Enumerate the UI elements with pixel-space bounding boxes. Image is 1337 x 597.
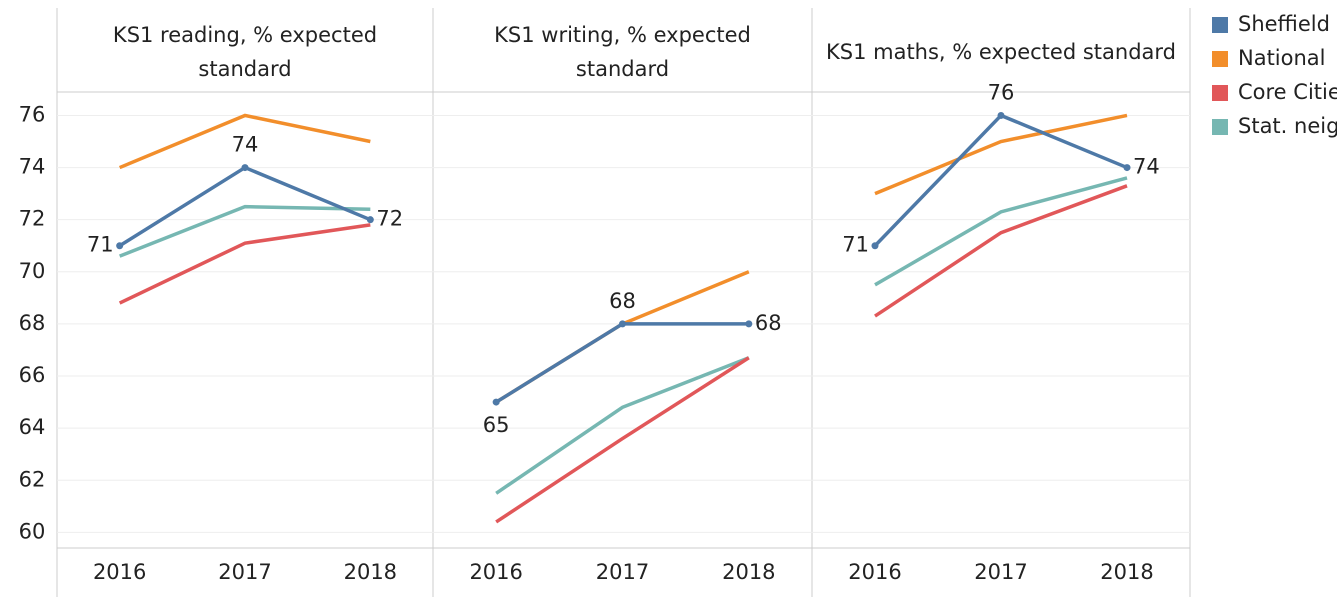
legend-label: National [1238, 46, 1326, 70]
series-line [873, 113, 1128, 247]
x-tick-label: 2017 [974, 560, 1027, 584]
y-tick-label: 68 [19, 311, 46, 335]
series-line [874, 176, 1128, 287]
data-label: 74 [232, 133, 259, 157]
data-point [619, 320, 626, 328]
data-label: 68 [609, 289, 636, 313]
panel-title: KS1 writing, % expected standard [494, 23, 751, 81]
x-tick-label: 2018 [344, 560, 397, 584]
data-point [997, 111, 1005, 119]
panel-title: KS1 reading, % expected standard [112, 23, 378, 81]
data-label: 65 [483, 413, 510, 437]
data-label: 71 [87, 233, 114, 257]
data-label: 72 [376, 207, 403, 231]
x-tick-label: 2016 [848, 560, 901, 584]
legend-label: Core Cities [1238, 80, 1337, 104]
data-point [745, 320, 753, 328]
x-tick-label: 2018 [1100, 560, 1153, 584]
data-label: 71 [842, 233, 869, 257]
data-point [1123, 164, 1131, 172]
legend-label: Stat. neighbours [1238, 114, 1337, 138]
data-label: 76 [988, 80, 1015, 104]
series-line [119, 204, 371, 258]
x-tick-label: 2017 [596, 560, 649, 584]
legend-swatch [1212, 51, 1228, 67]
series-line [874, 113, 1128, 196]
x-tick-label: 2016 [93, 560, 146, 584]
y-tick-label: 60 [19, 519, 46, 543]
series-line [495, 356, 750, 524]
data-label: 68 [755, 311, 782, 335]
y-tick-label: 72 [19, 207, 46, 231]
series-line [118, 223, 371, 305]
legend-swatch [1212, 119, 1228, 135]
x-tick-label: 2016 [469, 560, 522, 584]
data-label: 74 [1133, 155, 1160, 179]
y-tick-label: 64 [19, 415, 46, 439]
series-line [874, 184, 1128, 318]
legend-swatch [1212, 85, 1228, 101]
data-point [116, 242, 124, 250]
series-line [495, 322, 749, 404]
legend-swatch [1212, 17, 1228, 33]
series-line [118, 113, 371, 170]
y-tick-label: 62 [19, 467, 46, 491]
y-tick-label: 76 [19, 102, 46, 126]
x-tick-label: 2018 [722, 560, 775, 584]
legend-label: Sheffield [1238, 12, 1330, 36]
data-point [241, 164, 249, 172]
panel-title: KS1 maths, % expected standard [825, 40, 1176, 64]
data-point [366, 216, 374, 224]
y-tick-label: 70 [19, 259, 46, 283]
y-tick-label: 66 [19, 363, 46, 387]
data-point [871, 242, 879, 250]
y-tick-label: 74 [19, 155, 46, 179]
series-line [495, 356, 750, 495]
x-tick-label: 2017 [218, 560, 271, 584]
data-point [492, 398, 500, 406]
